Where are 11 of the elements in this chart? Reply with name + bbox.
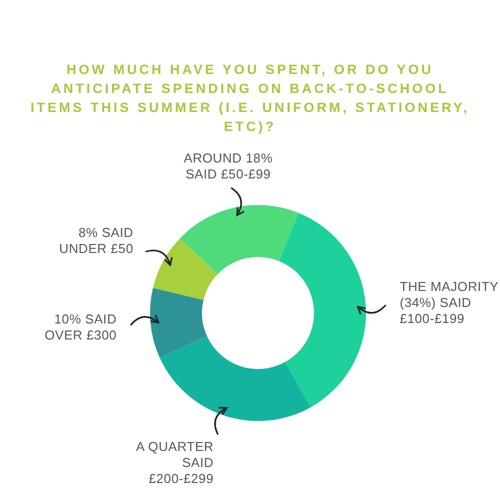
donut-slice	[278, 212, 366, 408]
chart-title: HOW MUCH HAVE YOU SPENT, OR DO YOU ANTICIPATE SPENDING ON BACK-TO-SCHOOL ITEMS THIS SUMMER (I.E. UNIFORM, STATIONERY, ETC)?	[30, 61, 470, 136]
slice-label: A QUARTER SAID £200-£299	[136, 439, 214, 486]
donut-slice	[160, 336, 311, 421]
slice-label: AROUND 18% SAID £50-£99	[184, 150, 273, 182]
slice-label: 8% SAID UNDER £50	[59, 225, 134, 256]
donut-slice	[180, 205, 298, 274]
donut-slice	[150, 288, 208, 358]
donut-slice	[152, 238, 218, 300]
slice-label: 10% SAID OVER £300	[44, 311, 117, 342]
slice-label: THE MAJORITY (34%) SAID £100-£199	[400, 279, 499, 326]
